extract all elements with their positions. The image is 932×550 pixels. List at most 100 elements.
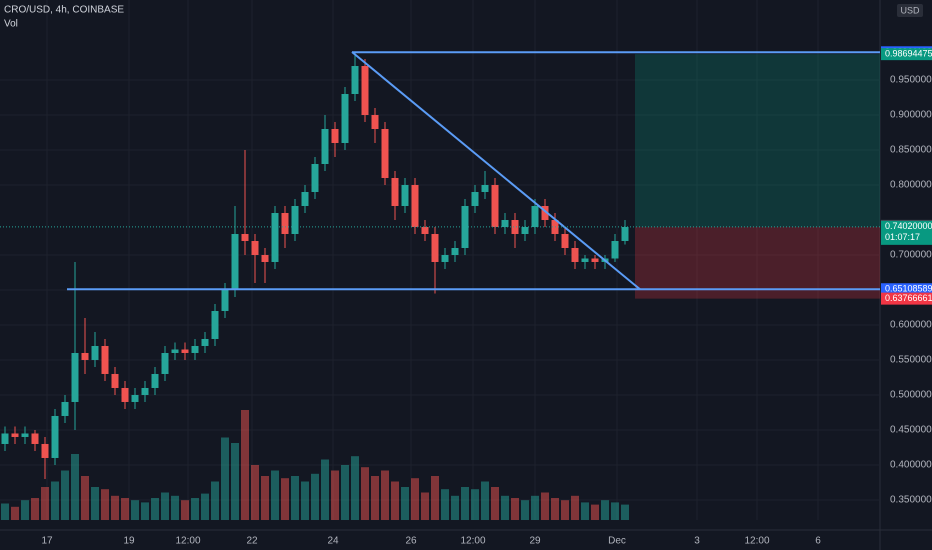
volume-bar [81,476,89,520]
y-tick-label: 0.70000000 [890,250,932,261]
candle-body [221,289,229,311]
candle-body [441,254,449,262]
candle-body [251,240,259,255]
volume-bar [611,502,619,520]
candle-body [241,233,249,241]
volume-bar [101,489,109,520]
candle-body [341,94,349,144]
price-tag-label: 0.74020000 [885,221,932,231]
volume-bar [291,476,299,520]
candle-body [511,219,519,234]
volume-bar [121,498,129,520]
volume-bar [601,500,609,520]
candle-body [501,219,509,227]
x-tick-label: 26 [405,536,417,547]
volume-bar [471,489,479,520]
volume-bar [361,467,369,520]
profit-zone [635,54,880,227]
candle-body [451,247,459,255]
volume-bar [181,500,189,520]
currency-badge[interactable] [897,4,923,17]
candle-body [31,433,39,444]
volume-bar [1,503,9,520]
volume-bar [31,498,39,520]
volume-bar [231,443,239,520]
y-tick-label: 0.85000000 [890,145,932,156]
candle-body [81,352,89,360]
candle-body [571,247,579,262]
volume-bar [441,489,449,520]
volume-bar [451,495,459,520]
countdown-label: 01:07:17 [885,232,920,242]
volume-bar [461,487,469,520]
price-tag [881,283,932,296]
candle-body [361,66,369,116]
volume-bar [191,498,199,520]
currency-label[interactable]: USD [900,5,920,15]
volume-bar [311,473,319,520]
volume-bar [71,454,79,520]
volume-bar [131,500,139,520]
volume-bar [371,476,379,520]
candle-body [211,310,219,339]
volume-bar [21,500,29,520]
volume-bar [431,476,439,520]
volume-bar [591,504,599,520]
candle-body [271,212,279,262]
candle-body [21,433,29,437]
symbol-title: CRO/USD, 4h, COINBASE [4,5,124,16]
candle-body [541,205,549,220]
candle-body [291,205,299,234]
volume-bar [621,504,629,520]
candle-body [321,129,329,165]
volume-bar [141,502,149,520]
volume-bar [321,459,329,520]
candle-body [531,205,539,227]
candle-body [411,184,419,227]
volume-bar [581,502,589,520]
candle-body [351,66,359,95]
candle-body [591,258,599,262]
candle-body [11,433,19,437]
candle-body [261,254,269,262]
price-tag [881,48,932,61]
candle-body [71,352,79,402]
candle-body [201,338,209,346]
volume-bar [261,476,269,520]
candle-body [191,345,199,353]
candle-body [521,226,529,234]
volume-bar [481,481,489,520]
candle-body [111,373,119,388]
price-tag [881,292,932,305]
candle-body [41,443,49,458]
volume-bar [351,456,359,520]
volume-bar [211,481,219,520]
volume-bar [421,492,429,520]
marks [1,52,629,520]
candle-body [91,345,99,360]
price-tag-label: 0.98694475 [885,49,932,59]
y-tick-label: 0.40000000 [890,460,932,471]
candle-body [61,401,69,416]
volume-bar [561,500,569,520]
x-tick-label: 29 [529,536,541,547]
candle-body [161,352,169,374]
volume-bar [301,481,309,520]
volume-bar [391,481,399,520]
y-tick-label: 0.90000000 [890,110,932,121]
volume-bar [511,498,519,520]
volume-bar [571,495,579,520]
x-tick-label: 12:00 [744,536,769,547]
volume-bar [61,470,69,520]
x-tick-label: 6 [815,536,821,547]
candle-body [491,184,499,227]
volume-bar [221,437,229,520]
candle-body [281,212,289,234]
volume-bar [161,492,169,520]
candle-body [131,394,139,402]
volume-bar [171,495,179,520]
volume-bar [521,500,529,520]
volume-bar [411,478,419,520]
